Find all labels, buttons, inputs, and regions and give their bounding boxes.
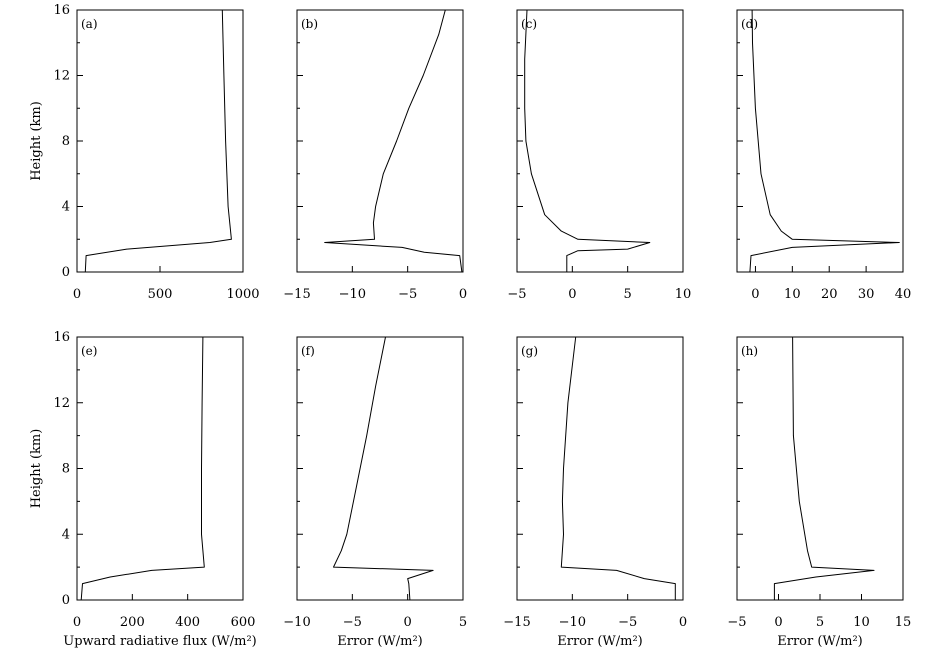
x-tick-label: 10	[784, 287, 801, 302]
x-tick-label: 0	[73, 287, 81, 302]
plot-frame	[76, 336, 244, 601]
panel-label: (a)	[81, 17, 98, 31]
panel-d: 0 10 20 30 40 (d)	[736, 9, 912, 302]
x-axis-label: Upward radiative flux (W/m²)	[63, 634, 257, 649]
plot-frame	[516, 9, 684, 273]
x-axis-label: Error (W/m²)	[777, 634, 863, 649]
y-tick-label: 8	[62, 462, 70, 477]
panel-label: (c)	[521, 17, 537, 31]
x-tick-label: −5	[398, 287, 417, 302]
panel-c: −5 0 5 10 (c)	[507, 9, 692, 302]
x-tick-label: 0	[679, 615, 687, 630]
x-tick-label: 20	[821, 287, 838, 302]
panel-e: 0 4 8 12 16 0 200 400 600 (e) Height (km) Upward ra…	[29, 330, 257, 649]
x-tick-label: 0	[568, 287, 576, 302]
plot-frame	[516, 336, 684, 601]
plot-frame	[296, 9, 464, 273]
y-tick-label: 0	[62, 265, 70, 280]
x-tick-label: 0	[751, 287, 759, 302]
series-line	[524, 9, 651, 272]
x-tick-label: 0	[774, 615, 782, 630]
y-tick-label: 16	[53, 3, 70, 18]
x-tick-label: −5	[618, 615, 637, 630]
y-tick-label: 8	[62, 134, 70, 149]
x-tick-label: 0	[404, 615, 412, 630]
x-tick-label: 10	[853, 615, 870, 630]
x-tick-label: 15	[895, 615, 912, 630]
x-axis-label: Error (W/m²)	[557, 634, 643, 649]
panel-f: −10 −5 0 5 (f) Error (W/m²)	[283, 336, 467, 649]
x-tick-label: −15	[283, 287, 310, 302]
y-tick-label: 12	[53, 69, 70, 84]
panel-label: (d)	[741, 17, 758, 31]
plot-frame	[736, 9, 904, 273]
plot-frame	[736, 336, 904, 601]
x-tick-label: 40	[895, 287, 912, 302]
x-tick-label: 500	[148, 287, 173, 302]
y-tick-label: 12	[53, 396, 70, 411]
y-axis-label: Height (km)	[29, 101, 44, 181]
x-tick-label: −10	[339, 287, 366, 302]
panel-label: (e)	[81, 344, 97, 358]
y-tick-label: 0	[62, 593, 70, 608]
series-line	[333, 336, 434, 601]
x-tick-label: −5	[507, 287, 526, 302]
plot-frame	[296, 336, 464, 601]
series-line	[560, 336, 676, 600]
x-tick-label: 10	[675, 287, 692, 302]
y-axis-label: Height (km)	[29, 429, 44, 509]
series-line	[84, 9, 232, 273]
x-tick-label: −5	[343, 615, 362, 630]
x-tick-label: 1000	[226, 287, 259, 302]
panel-label: (g)	[521, 344, 538, 358]
y-tick-label: 4	[62, 527, 70, 542]
x-tick-label: 5	[624, 287, 632, 302]
plot-frame	[76, 9, 244, 273]
panel-label: (b)	[301, 17, 318, 31]
x-tick-label: −10	[559, 615, 586, 630]
series-line	[80, 336, 205, 601]
x-tick-label: −15	[503, 615, 530, 630]
panel-a: 0 4 8 12 16 0 500 1000 (a) Height (km)	[29, 3, 260, 302]
y-tick-label: 4	[62, 200, 70, 215]
x-tick-label: 5	[459, 615, 467, 630]
panel-b: −15 −10 −5 0 (b)	[283, 9, 467, 302]
x-axis-label: Error (W/m²)	[337, 634, 423, 649]
x-tick-label: 200	[120, 615, 145, 630]
x-tick-label: 0	[73, 615, 81, 630]
series-line	[749, 9, 900, 273]
x-tick-label: 5	[816, 615, 824, 630]
x-tick-label: 0	[459, 287, 467, 302]
x-tick-label: 30	[858, 287, 875, 302]
x-tick-label: 600	[231, 615, 256, 630]
panel-label: (f)	[301, 344, 315, 358]
x-tick-label: −5	[727, 615, 746, 630]
panel-label: (h)	[741, 344, 758, 358]
x-tick-label: 400	[175, 615, 200, 630]
series-line	[324, 9, 463, 273]
x-tick-label: −10	[283, 615, 310, 630]
panel-h: −5 0 5 10 15 (h) Error (W/m²)	[727, 336, 912, 649]
panel-g: −15 −10 −5 0 (g) Error (W/m²)	[503, 336, 687, 649]
series-line	[773, 336, 875, 600]
y-tick-label: 16	[53, 330, 70, 345]
